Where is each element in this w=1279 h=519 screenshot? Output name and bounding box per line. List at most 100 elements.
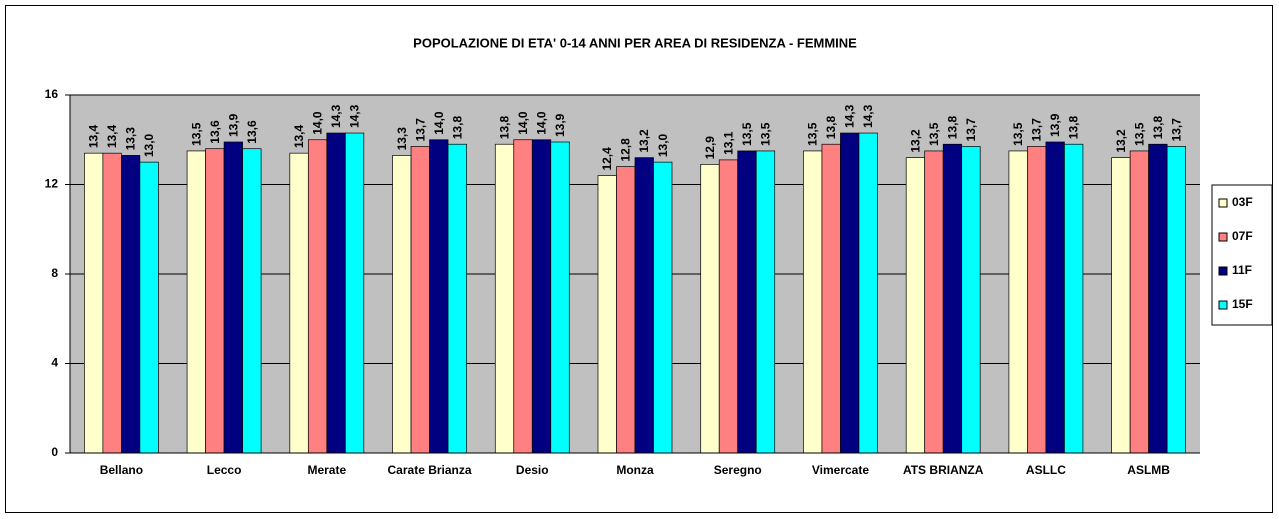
value-label: 14,3: [348, 104, 362, 128]
bar: [223, 141, 243, 454]
value-label: 13,0: [656, 133, 670, 157]
bar: [700, 164, 720, 454]
x-tick-label: Carate Brianza: [388, 463, 472, 477]
value-label: 13,5: [927, 122, 941, 146]
bar: [718, 159, 739, 454]
bar: [1027, 146, 1047, 454]
legend-swatch: [1218, 232, 1228, 242]
value-label: 13,3: [395, 127, 409, 151]
bar: [961, 146, 981, 454]
value-label: 13,8: [1067, 116, 1081, 140]
value-label: 13,5: [1132, 122, 1146, 146]
x-tick-label: ASLMB: [1127, 463, 1170, 477]
bar: [344, 132, 365, 454]
bar: [942, 143, 963, 454]
bar: [531, 139, 552, 454]
value-label: 14,0: [535, 111, 549, 135]
value-label: 13,9: [1048, 113, 1062, 137]
bar: [840, 132, 860, 454]
legend-label: 03F: [1232, 195, 1253, 209]
chart-title: POPOLAZIONE DI ETA' 0-14 ANNI PER AREA D…: [413, 35, 857, 50]
value-label: 14,3: [861, 104, 875, 128]
bar: [924, 150, 944, 454]
legend-swatch: [1218, 198, 1228, 208]
bar: [307, 139, 328, 454]
value-label: 13,6: [245, 120, 259, 144]
bar: [1166, 146, 1186, 454]
bar: [737, 150, 757, 454]
bar: [616, 166, 636, 454]
bar: [121, 155, 141, 454]
value-label: 13,4: [105, 124, 119, 148]
x-tick-label: Merate: [307, 463, 346, 477]
value-label: 13,8: [945, 116, 959, 140]
bar: [139, 161, 159, 454]
bar: [242, 148, 262, 454]
bar: [102, 152, 122, 454]
y-tick-label: 4: [51, 356, 58, 370]
value-label: 12,8: [619, 138, 633, 162]
value-label: 13,4: [87, 124, 101, 148]
value-label: 13,8: [824, 116, 838, 140]
x-tick-label: Seregno: [714, 463, 762, 477]
value-label: 13,8: [450, 116, 464, 140]
bar: [634, 157, 654, 454]
bar: [1064, 143, 1084, 454]
value-label: 12,9: [703, 136, 717, 160]
value-label: 13,4: [292, 124, 306, 148]
value-label: 13,2: [1114, 129, 1128, 153]
value-label: 13,7: [1030, 118, 1044, 142]
bar: [755, 150, 776, 454]
bar: [494, 143, 515, 454]
legend-label: 15F: [1232, 297, 1253, 311]
bar: [1111, 157, 1131, 454]
value-label: 13,0: [142, 133, 156, 157]
y-tick-label: 12: [45, 177, 59, 191]
bar: [1045, 141, 1065, 454]
value-label: 13,9: [226, 113, 240, 137]
x-tick-label: ASLLC: [1026, 463, 1066, 477]
value-label: 14,0: [432, 111, 446, 135]
value-label: 13,2: [637, 129, 651, 153]
value-label: 13,6: [208, 120, 222, 144]
bar: [410, 146, 430, 454]
legend-swatch: [1218, 300, 1228, 310]
y-tick-label: 0: [51, 445, 58, 459]
bar: [513, 139, 533, 454]
bar: [429, 139, 449, 454]
value-label: 13,5: [806, 122, 820, 146]
legend-label: 11F: [1232, 263, 1252, 277]
x-tick-label: ATS BRIANZA: [903, 463, 984, 477]
y-tick-label: 8: [51, 266, 58, 280]
bar: [653, 161, 673, 454]
legend-label: 07F: [1232, 229, 1253, 243]
x-tick-label: Bellano: [100, 463, 143, 477]
value-label: 13,5: [740, 122, 754, 146]
value-label: 13,8: [1151, 116, 1165, 140]
bar: [1008, 150, 1028, 454]
value-label: 13,3: [124, 127, 138, 151]
bar: [550, 141, 570, 454]
bar: [821, 143, 841, 454]
value-label: 13,7: [413, 118, 427, 142]
bar: [858, 132, 878, 454]
bar: [326, 132, 346, 454]
value-label: 13,5: [758, 122, 772, 146]
legend-swatch: [1218, 266, 1228, 276]
bar: [84, 152, 104, 454]
value-label: 13,7: [1169, 118, 1183, 142]
bar: [905, 157, 926, 454]
value-label: 13,5: [1011, 122, 1025, 146]
value-label: 12,4: [600, 147, 614, 171]
bar: [803, 150, 823, 454]
value-label: 13,5: [189, 122, 203, 146]
bar: [597, 175, 617, 454]
value-label: 13,2: [908, 129, 922, 153]
value-label: 14,3: [329, 104, 343, 128]
value-label: 14,0: [311, 111, 325, 135]
value-label: 13,8: [498, 116, 512, 140]
bar: [289, 152, 309, 454]
value-label: 14,3: [843, 104, 857, 128]
bar: [186, 150, 206, 454]
